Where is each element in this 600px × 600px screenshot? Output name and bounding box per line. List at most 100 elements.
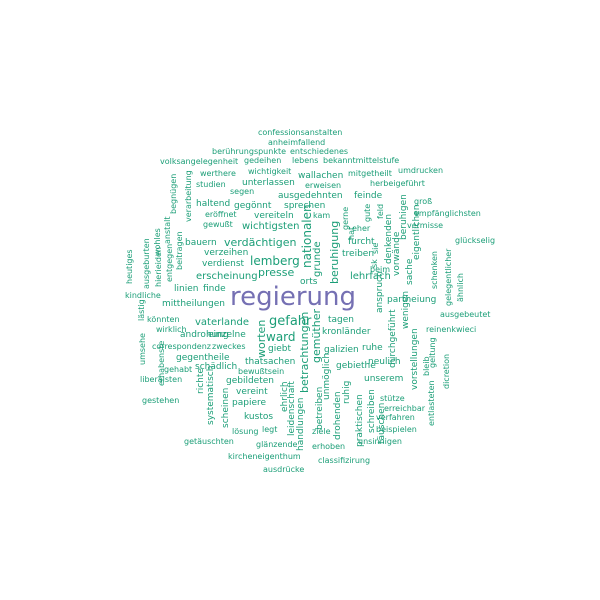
word: mittheilungen — [162, 299, 225, 309]
word: haltend — [196, 199, 231, 209]
word: groß — [414, 197, 433, 206]
word: entschiedenes — [290, 147, 349, 156]
word: vorstellungen — [410, 328, 420, 390]
word: lösung — [232, 427, 259, 436]
word: treiben — [342, 249, 375, 259]
word: gebildeten — [226, 376, 274, 386]
word: kronländer — [322, 327, 371, 337]
word: beim — [370, 265, 391, 274]
word: betrachtungen — [298, 311, 311, 393]
word: dicretion — [442, 353, 451, 389]
word: nationalen — [300, 204, 314, 268]
word: berührungspunkte — [212, 147, 287, 156]
word: erscheinung — [196, 271, 258, 282]
word: gegönnt — [234, 201, 272, 211]
word: ausgedehnten — [278, 191, 343, 201]
word: verfahren — [376, 413, 415, 422]
top-word: regierung — [230, 282, 356, 312]
word: linien — [174, 284, 199, 294]
word: papiere — [232, 398, 267, 408]
word: handlungen — [296, 397, 306, 452]
word: werthere — [200, 169, 236, 178]
word: finde — [203, 284, 226, 294]
word: legt — [262, 425, 278, 434]
word: verdienst — [202, 259, 245, 269]
word: unterlassen — [242, 178, 295, 188]
word: unsinnigen — [358, 437, 402, 446]
word: gemüther — [310, 308, 323, 363]
word: grunde — [312, 241, 323, 277]
word: kam — [313, 211, 331, 220]
word: beruhigung — [328, 220, 341, 284]
word: erreichbar — [384, 404, 426, 413]
word: schädlich — [195, 362, 238, 372]
word: gehabt — [164, 365, 193, 374]
word: volksangelegenheit — [160, 157, 239, 166]
word: eigentlichen — [412, 204, 422, 260]
word: beitragen — [175, 231, 184, 270]
word: umdrucken — [398, 166, 444, 175]
word: entgegen — [165, 243, 174, 282]
word: feld — [376, 203, 385, 219]
word: correspondenz — [152, 342, 211, 351]
word: verzeihen — [204, 248, 249, 258]
word: glänzende — [256, 440, 298, 449]
word: richte — [196, 368, 206, 394]
word: sache — [405, 258, 415, 285]
word: umsehe — [138, 333, 147, 365]
word: bauern — [185, 238, 217, 248]
word: lästig — [137, 299, 146, 321]
word: wenigen — [401, 290, 411, 329]
word: gefahr — [269, 314, 312, 329]
word: einzelne — [208, 330, 246, 340]
word: empfänglichsten — [414, 209, 481, 218]
word: ward — [266, 330, 296, 344]
word: gelegentlicher — [444, 248, 453, 306]
word: gegentheile — [176, 353, 230, 363]
word: kircheneigenthum — [228, 452, 301, 461]
word: liberalsten — [140, 375, 183, 384]
word: lemberg — [250, 254, 300, 268]
word: wohles — [153, 228, 162, 256]
word: geltung — [428, 337, 437, 368]
word: kustos — [244, 412, 274, 422]
word: schenken — [430, 251, 439, 289]
word: wichtigkeit — [248, 167, 292, 176]
word: sk — [370, 259, 379, 268]
word: hat — [347, 226, 356, 240]
word: lehrfach — [350, 271, 391, 282]
word: galizien — [324, 345, 359, 355]
word: begnügen — [169, 173, 178, 214]
word: vereiteln — [254, 211, 294, 221]
word: segen — [230, 187, 255, 196]
word: ähnlich — [456, 273, 465, 302]
word: ruhig — [342, 380, 352, 404]
word: schreiben — [367, 389, 377, 433]
word: ausgeburten — [142, 238, 151, 289]
word: wallachen — [298, 171, 344, 181]
word: neulich — [368, 357, 401, 367]
word: partheiung — [387, 295, 437, 305]
word: presse — [258, 266, 295, 279]
word: wirklich — [156, 325, 187, 334]
word: furcht — [348, 237, 375, 247]
word: gebiethe — [336, 361, 376, 371]
word: verarbeitung — [184, 170, 193, 222]
word: getäuschten — [184, 437, 234, 446]
word: confessionsanstalten — [258, 128, 343, 137]
word: anheimfallend — [268, 138, 326, 147]
word: worten — [255, 319, 268, 358]
word: orts — [300, 277, 318, 287]
word: vereint — [236, 387, 268, 397]
word: anstalt — [163, 216, 172, 244]
word: vaterlande — [195, 317, 249, 328]
word: stütze — [380, 394, 405, 403]
word: glückselig — [455, 236, 496, 245]
word: kindliche — [125, 291, 161, 300]
word: entlasteten — [427, 380, 436, 426]
word: mitgetheilt — [348, 169, 392, 178]
word: gute — [363, 203, 372, 222]
word: ausgebeutet — [440, 310, 491, 319]
word: beispielen — [376, 425, 417, 434]
word: reinenkwieci — [426, 325, 477, 334]
